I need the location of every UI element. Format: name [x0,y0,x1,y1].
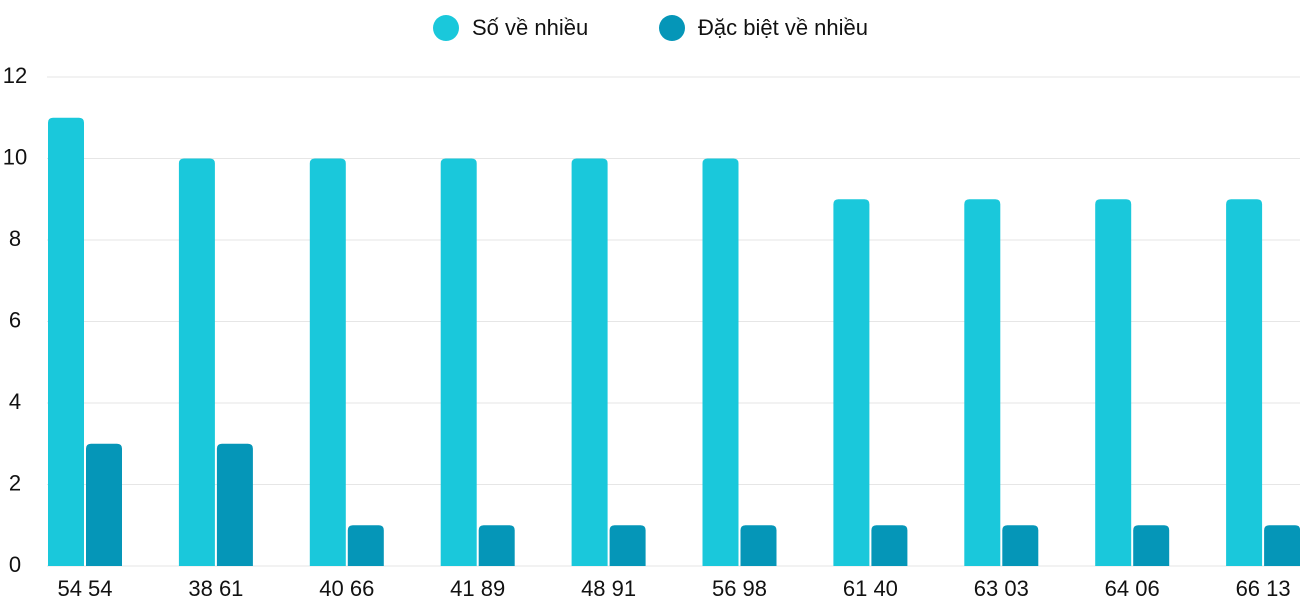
x-tick-label: 61 40 [843,576,898,600]
y-tick-label: 0 [9,552,21,577]
y-tick-label: 8 [9,226,21,251]
x-tick-label: 38 61 [188,576,243,600]
bar [1133,525,1170,566]
bar [478,525,515,566]
y-tick-label: 6 [9,307,21,332]
bar [740,525,777,566]
bar [1264,525,1300,566]
bar [1226,199,1263,566]
bar [178,158,215,566]
bar [48,117,84,566]
bar [871,525,908,566]
x-tick-label: 48 91 [581,576,636,600]
x-tick-label: 54 54 [57,576,112,600]
x-tick-label: 63 03 [974,576,1029,600]
bar [964,199,1001,566]
bar [1002,525,1039,566]
y-tick-label: 4 [9,389,21,414]
bar [1095,199,1132,566]
x-tick-label: 64 06 [1105,576,1160,600]
x-tick-label: 41 89 [450,576,505,600]
bar [309,158,346,566]
y-tick-label: 2 [9,470,21,495]
x-tick-label: 66 13 [1236,576,1291,600]
bar [571,158,608,566]
bar [833,199,870,566]
legend-label: Số về nhiều [472,15,588,40]
x-tick-label: 40 66 [319,576,374,600]
legend-label: Đặc biệt về nhiều [698,15,868,40]
legend-swatch [433,15,459,41]
legend-swatch [659,15,685,41]
bar [216,443,253,566]
bar [440,158,477,566]
y-tick-label: 10 [3,144,27,169]
x-tick-label: 56 98 [712,576,767,600]
y-tick-label: 12 [3,63,27,88]
bar [347,525,384,566]
bar [609,525,646,566]
bar [86,443,122,566]
bar [702,158,739,566]
